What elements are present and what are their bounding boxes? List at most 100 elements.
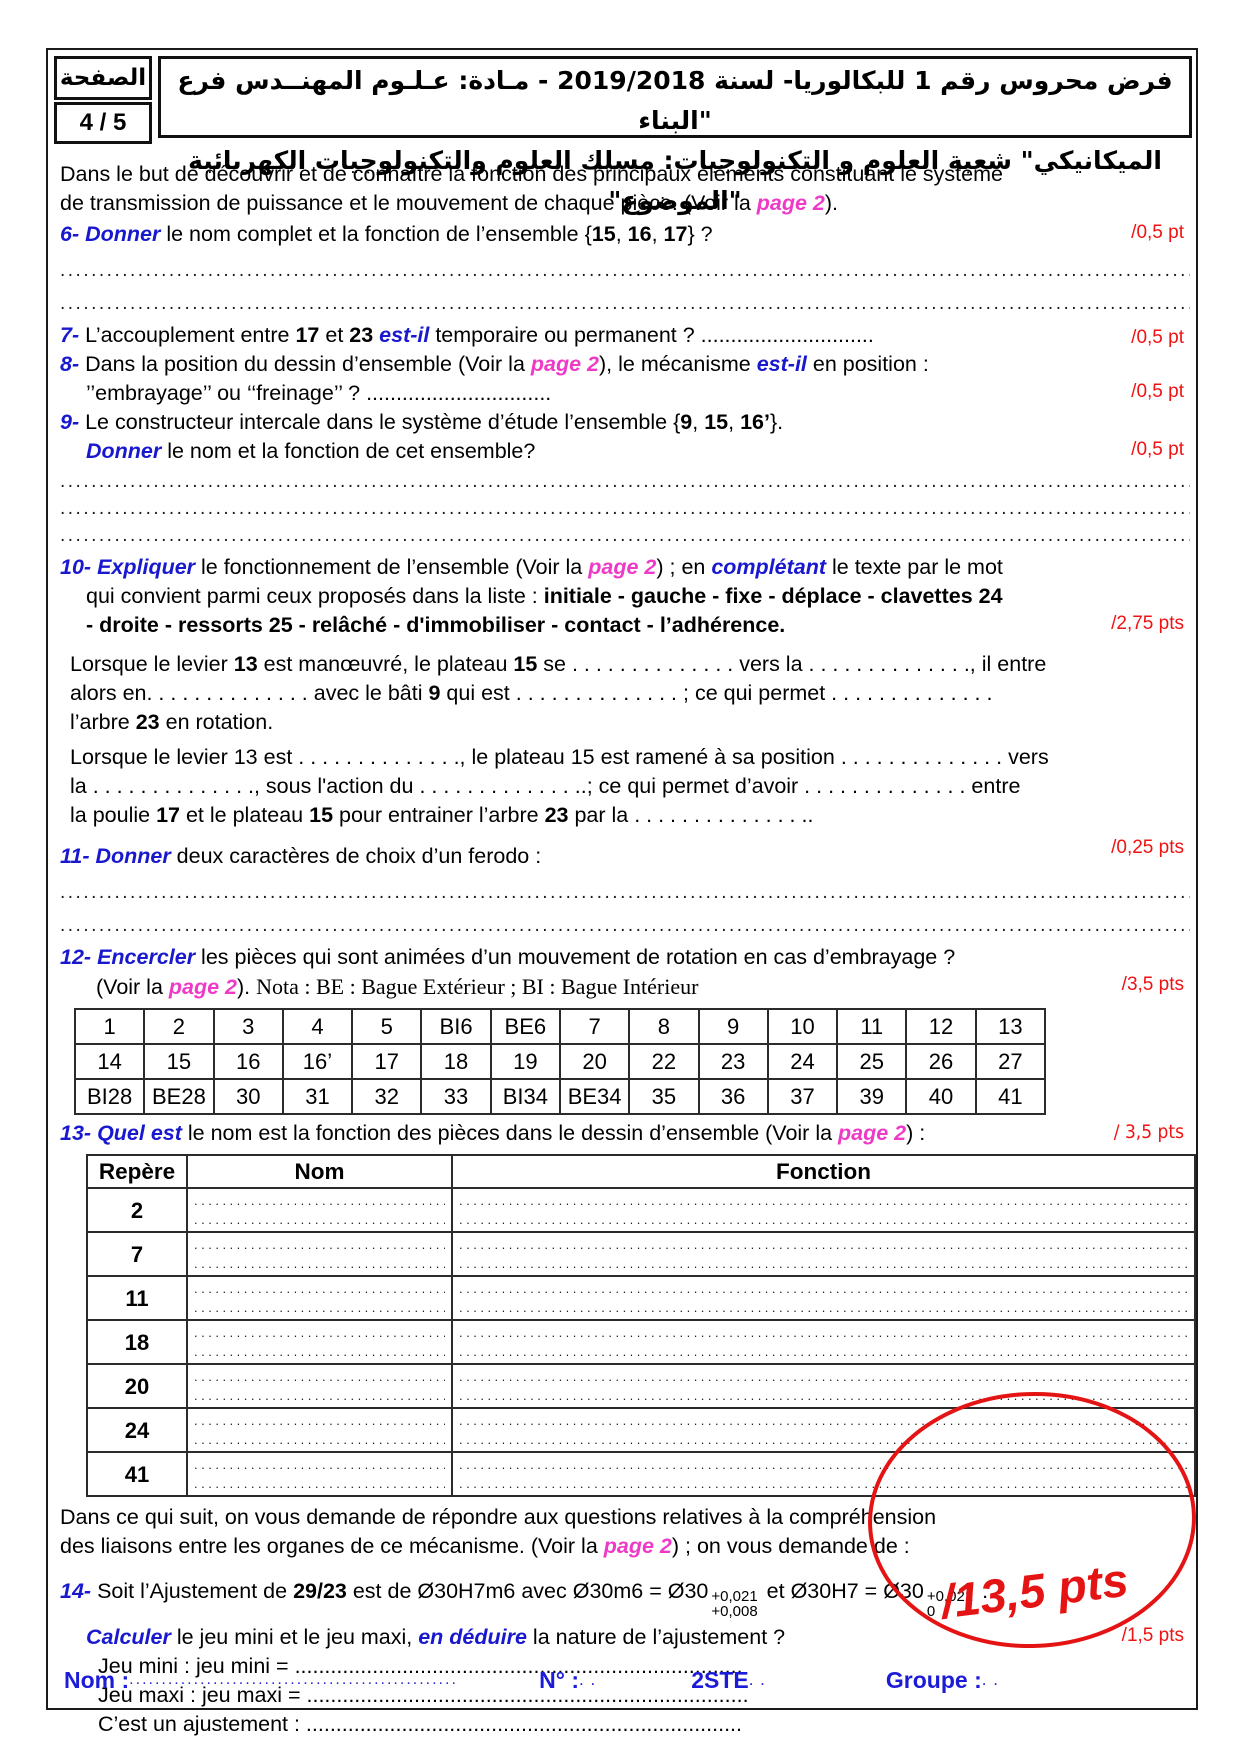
piece-number-row: 14 15 16 16’ 17 18 19 20 22 23 24 25 26 27 bbox=[73, 1043, 1047, 1080]
question-14: 14- Soit l’Ajustement de 29/23 est de Ø3… bbox=[60, 1579, 989, 1620]
piece-number-cell: 25 bbox=[836, 1043, 908, 1080]
answer-line: ........................................… bbox=[459, 1413, 1188, 1428]
piece-number-cell: 32 bbox=[351, 1078, 423, 1115]
answer-line: ........................................… bbox=[194, 1413, 445, 1428]
fonction-answer-cell: ........................................… bbox=[451, 1275, 1196, 1321]
repere-cell: 41 bbox=[86, 1451, 188, 1497]
answer-line: ........................................… bbox=[459, 1432, 1188, 1447]
piece-number-cell: 40 bbox=[905, 1078, 977, 1115]
pieces-function-table: Repère Nom Fonction 2...................… bbox=[86, 1154, 1196, 1497]
answer-line: ........................................… bbox=[194, 1369, 445, 1384]
fonction-answer-cell: ........................................… bbox=[451, 1187, 1196, 1233]
piece-number-cell: 31 bbox=[281, 1078, 354, 1115]
question-11: 11- Donner deux caractères de choix d’un… bbox=[60, 837, 1184, 868]
fill-text-par1-line3: l’arbre 23 en rotation. bbox=[70, 710, 274, 734]
exam-title-line2: الميكانيكي" شعبة العلوم و التكنولوجيات: … bbox=[188, 146, 1162, 215]
answer-line: ........................................… bbox=[459, 1193, 1188, 1208]
piece-number-cell: 16 bbox=[212, 1043, 284, 1080]
answer-line: ........................................… bbox=[60, 882, 1190, 903]
fonction-answer-cell: ........................................… bbox=[451, 1451, 1196, 1497]
column-header-fonction: Fonction bbox=[451, 1154, 1196, 1189]
intro-text-line2: de transmission de puissance et le mouve… bbox=[60, 191, 839, 215]
answer-line: ........................................… bbox=[194, 1476, 445, 1491]
piece-number-cell: 13 bbox=[974, 1008, 1047, 1045]
question-9-line2: Donner le nom et la fonction de cet ense… bbox=[86, 439, 1184, 463]
name-label: Nom : bbox=[64, 1667, 130, 1693]
fill-text-par2-line3: la poulie 17 et le plateau 15 pour entra… bbox=[70, 803, 814, 827]
piece-number-cell: 4 bbox=[281, 1008, 354, 1045]
question-10-line1: 10- Expliquer le fonctionnement de l’ens… bbox=[60, 555, 1003, 579]
nom-answer-cell: ........................................… bbox=[186, 1187, 453, 1233]
exam-title-line1: فرض محروس رقم 1 للبكالوريا- لسنة 2019/20… bbox=[177, 66, 1173, 135]
page-number-box: 4 / 5 bbox=[54, 102, 152, 144]
answer-line: ........................................… bbox=[459, 1369, 1188, 1384]
question-10-line3: - droite - ressorts 25 - relâché - d'imm… bbox=[86, 613, 1184, 637]
piece-number-cell: 35 bbox=[628, 1078, 700, 1115]
fonction-answer-cell: ........................................… bbox=[451, 1407, 1196, 1453]
points-badge-q9: /0,5 pt bbox=[1131, 439, 1184, 460]
piece-number-cell: 1 bbox=[73, 1008, 146, 1045]
piece-number-cell: BI34 bbox=[489, 1078, 561, 1115]
piece-number-cell: 18 bbox=[420, 1043, 492, 1080]
jeu-maxi-answer: Jeu maxi : jeu maxi = ..................… bbox=[98, 1683, 749, 1707]
ajustement-answer: C’est un ajustement : ..................… bbox=[98, 1712, 742, 1736]
piece-number-cell: 41 bbox=[974, 1078, 1047, 1115]
page-label-box: الصفحة bbox=[54, 56, 152, 100]
piece-number-cell: 16’ bbox=[281, 1043, 354, 1080]
intro-text-line1: Dans le but de découvrir et de connaître… bbox=[60, 162, 1003, 186]
piece-number-cell: 9 bbox=[697, 1008, 769, 1045]
question-9-line1: 9- Le constructeur intercale dans le sys… bbox=[60, 410, 784, 434]
fill-text-par2-line2: la . . . . . . . . . . . . . ., sous l'a… bbox=[70, 774, 1021, 798]
points-badge-q11: /0,25 pts bbox=[1111, 837, 1184, 858]
question-12-line2: (Voir la page 2). Nota : BE : Bague Exté… bbox=[96, 974, 1184, 999]
piece-number-cell: 20 bbox=[558, 1043, 631, 1080]
answer-line: ........................................… bbox=[459, 1237, 1188, 1252]
nom-answer-cell: ........................................… bbox=[186, 1231, 453, 1277]
answer-line: ........................................… bbox=[60, 260, 1190, 281]
table-row: 41......................................… bbox=[86, 1451, 1196, 1497]
piece-number-cell: 33 bbox=[420, 1078, 492, 1115]
fonction-answer-cell: ........................................… bbox=[451, 1363, 1196, 1409]
piece-number-cell: 15 bbox=[143, 1043, 215, 1080]
repere-cell: 7 bbox=[86, 1231, 188, 1277]
table-row: 20......................................… bbox=[86, 1363, 1196, 1409]
repere-cell: 18 bbox=[86, 1319, 188, 1365]
answer-line: ........................................… bbox=[459, 1212, 1188, 1227]
transition-text-line1: Dans ce qui suit, on vous demande de rép… bbox=[60, 1505, 937, 1529]
answer-line: ........................................… bbox=[194, 1281, 445, 1296]
answer-line: ........................................… bbox=[459, 1457, 1188, 1472]
fill-text-par2-line1: Lorsque le levier 13 est . . . . . . . .… bbox=[70, 745, 1049, 769]
total-score-value: /13,5 pts bbox=[937, 1552, 1132, 1629]
answer-line: ........................................… bbox=[194, 1325, 445, 1340]
answer-line: ........................................… bbox=[194, 1457, 445, 1472]
transition-text-line2: des liaisons entre les organes de ce méc… bbox=[60, 1534, 910, 1558]
answer-line: ........................................… bbox=[459, 1325, 1188, 1340]
group-field: . . bbox=[981, 1670, 999, 1689]
repere-cell: 20 bbox=[86, 1363, 188, 1409]
question-7: 7- L’accouplement entre 17 et 23 est-il … bbox=[60, 323, 1184, 348]
repere-cell: 2 bbox=[86, 1187, 188, 1233]
piece-number-cell: 36 bbox=[697, 1078, 769, 1115]
piece-number-cell: 27 bbox=[974, 1043, 1047, 1080]
piece-number-cell: 37 bbox=[766, 1078, 839, 1115]
question-8-line1: 8- Dans la position du dessin d’ensemble… bbox=[60, 352, 929, 376]
name-field: ........................................… bbox=[129, 1671, 459, 1688]
question-13: 13- Quel est le nom est la fonction des … bbox=[60, 1121, 1184, 1145]
table-row: 18......................................… bbox=[86, 1319, 1196, 1365]
piece-number-cell: BE6 bbox=[489, 1008, 561, 1045]
fonction-answer-cell: ........................................… bbox=[451, 1319, 1196, 1365]
table-row: 2.......................................… bbox=[86, 1187, 1196, 1233]
table-row: 11......................................… bbox=[86, 1275, 1196, 1321]
table-row: 7.......................................… bbox=[86, 1231, 1196, 1277]
piece-number-cell: 12 bbox=[905, 1008, 977, 1045]
nom-answer-cell: ........................................… bbox=[186, 1275, 453, 1321]
piece-number-cell: 2 bbox=[143, 1008, 215, 1045]
piece-number-cell: 24 bbox=[766, 1043, 839, 1080]
piece-number-cell: BE34 bbox=[558, 1078, 631, 1115]
piece-number-row: BI28 BE28 30 31 32 33 BI34 BE34 35 36 37 39 40 41 bbox=[73, 1078, 1047, 1115]
answer-line: ........................................… bbox=[60, 915, 1190, 936]
repere-cell: 24 bbox=[86, 1407, 188, 1453]
answer-line: ........................................… bbox=[194, 1256, 445, 1271]
points-badge-q6: /0,5 pt bbox=[1131, 222, 1184, 243]
question-10-line2: qui convient parmi ceux proposés dans la… bbox=[86, 584, 1003, 608]
